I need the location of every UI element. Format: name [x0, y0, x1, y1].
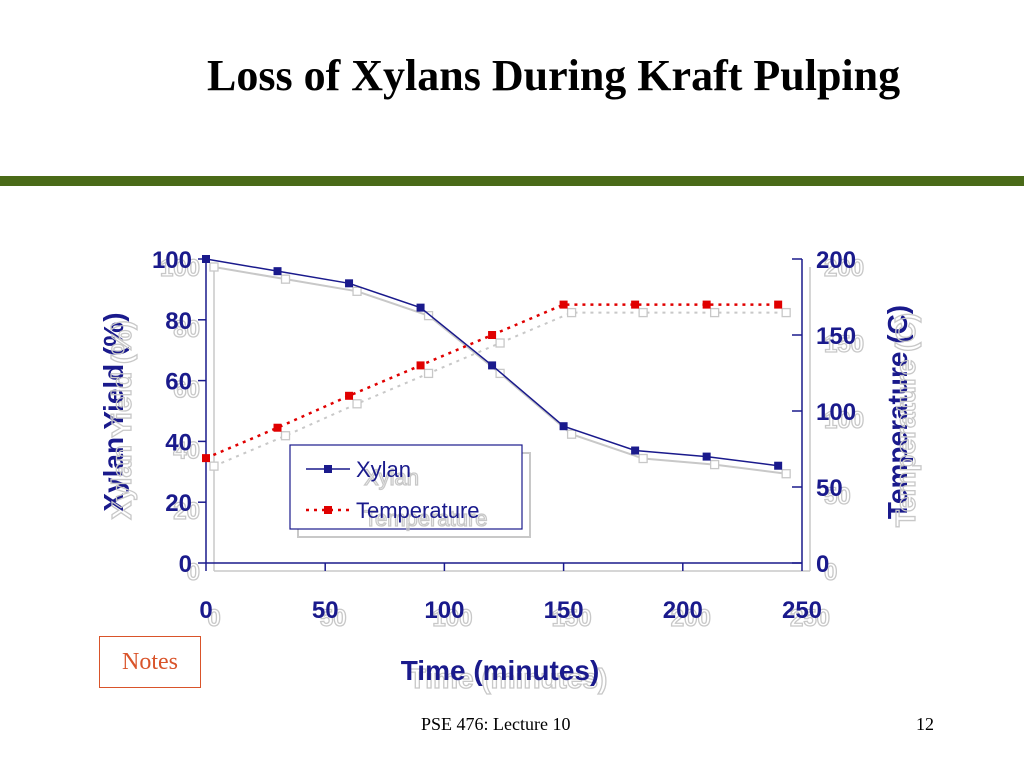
y2-tick-label-shadow: 100 [824, 407, 864, 434]
temperature-point-shadow [423, 368, 434, 379]
x-tick-label-shadow: 0 [207, 605, 220, 632]
y2-tick-label-shadow: 200 [824, 255, 864, 282]
notes-button[interactable]: Notes [99, 636, 201, 688]
legend-xylan-label: Xylan [356, 457, 411, 482]
y-axis-label-shadow: Xylan Yield (%) [106, 320, 137, 519]
y-tick-label-shadow: 100 [160, 255, 200, 282]
legend-xylan-label-shadow: Xylan [364, 465, 419, 490]
y2-tick-label-shadow: 50 [824, 483, 851, 510]
x-tick-label-shadow: 150 [552, 605, 592, 632]
temperature-point-shadow [781, 307, 791, 318]
y2-tick-label: 100 [816, 399, 856, 426]
x-tick-label: 150 [544, 597, 584, 624]
legend-temperature-label-shadow: Temperature [364, 506, 488, 531]
xylan-point-shadow [423, 310, 434, 321]
temperature-point-shadow [638, 307, 648, 318]
y2-axis-label: Temperature (C) [882, 305, 913, 519]
temperature-series-line [205, 303, 779, 460]
y-tick-label: 0 [179, 551, 192, 578]
y2-tick-label: 50 [816, 475, 843, 502]
xylan-point-shadow [566, 429, 577, 439]
xylan-data-point [416, 303, 425, 312]
temperature-point-shadow [566, 307, 577, 318]
y-tick-label: 40 [165, 429, 192, 456]
xylan-point-shadow [638, 453, 648, 464]
legend-temperature-label: Temperature [356, 498, 480, 523]
xylan-data-point [774, 461, 783, 470]
title-divider [0, 176, 1024, 186]
footer-lecture-label: PSE 476: Lecture 10 [421, 714, 571, 734]
page-number: 12 [916, 714, 934, 734]
temperature-data-point [702, 300, 711, 309]
y-tick-label-shadow: 20 [173, 498, 200, 525]
temperature-data-point [345, 391, 354, 400]
xylan-data-point [202, 255, 210, 263]
x-tick-label: 200 [663, 597, 703, 624]
xylan-point-shadow [280, 274, 291, 284]
legend-xylan-marker [324, 465, 332, 473]
y-tick-label: 100 [152, 247, 192, 274]
xylan-data-point [273, 267, 282, 276]
xylan-data-point [345, 279, 354, 288]
y-tick-label: 20 [165, 490, 192, 517]
x-tick-label-shadow: 250 [790, 605, 830, 632]
y-tick-label-shadow: 60 [173, 377, 200, 404]
y2-tick-label-shadow: 0 [824, 559, 837, 586]
slide-title: Loss of Xylans During Kraft Pulping [207, 51, 901, 100]
temperature-point-shadow [352, 399, 362, 409]
y2-tick-label-shadow: 150 [824, 331, 864, 358]
temperature-data-point [631, 300, 640, 309]
temperature-data-point [774, 300, 783, 309]
y-tick-label: 80 [165, 308, 192, 335]
xylan-point-shadow [709, 459, 720, 470]
x-tick-label: 250 [782, 597, 822, 624]
temperature-point-shadow [709, 307, 720, 318]
temperature-data-point [273, 423, 282, 432]
x-tick-label: 50 [312, 597, 339, 624]
legend-temperature-marker [324, 506, 332, 514]
x-tick-label-shadow: 100 [432, 605, 472, 632]
y2-tick-label: 200 [816, 247, 856, 274]
x-axis-label: Time (minutes) [401, 655, 600, 686]
y2-tick-label: 0 [816, 551, 829, 578]
y2-axis-label-shadow: Temperature (C) [890, 313, 921, 527]
x-tick-label-shadow: 50 [320, 605, 347, 632]
xylan-data-point [702, 452, 711, 461]
y-tick-label-shadow: 0 [187, 559, 200, 586]
xylan-point-shadow [352, 286, 362, 296]
temperature-data-point [416, 361, 425, 370]
temperature-data-point [202, 454, 210, 463]
x-axis-label-shadow: Time (minutes) [409, 663, 608, 694]
temperature-point-shadow [495, 338, 505, 348]
legend-box [289, 444, 523, 530]
x-tick-label: 0 [199, 597, 212, 624]
xylan-data-point [631, 446, 640, 455]
xylan-point-shadow [209, 262, 219, 272]
y-axis-label: Xylan Yield (%) [98, 312, 129, 511]
y2-tick-label: 150 [816, 323, 856, 350]
x-tick-label-shadow: 200 [671, 605, 711, 632]
temperature-data-point [559, 300, 568, 309]
y-tick-label: 60 [165, 369, 192, 396]
xylan-data-point [488, 361, 497, 370]
temperature-data-point [488, 331, 497, 339]
xylan-data-point [559, 422, 568, 431]
temperature-series-line-shadow [213, 311, 787, 468]
xylan-point-shadow [781, 469, 791, 479]
y-tick-label-shadow: 40 [173, 437, 200, 464]
temperature-point-shadow [280, 431, 291, 441]
y-tick-label-shadow: 80 [173, 316, 200, 343]
x-tick-label: 100 [424, 597, 464, 624]
temperature-point-shadow [209, 461, 219, 471]
xylan-point-shadow [495, 368, 505, 379]
